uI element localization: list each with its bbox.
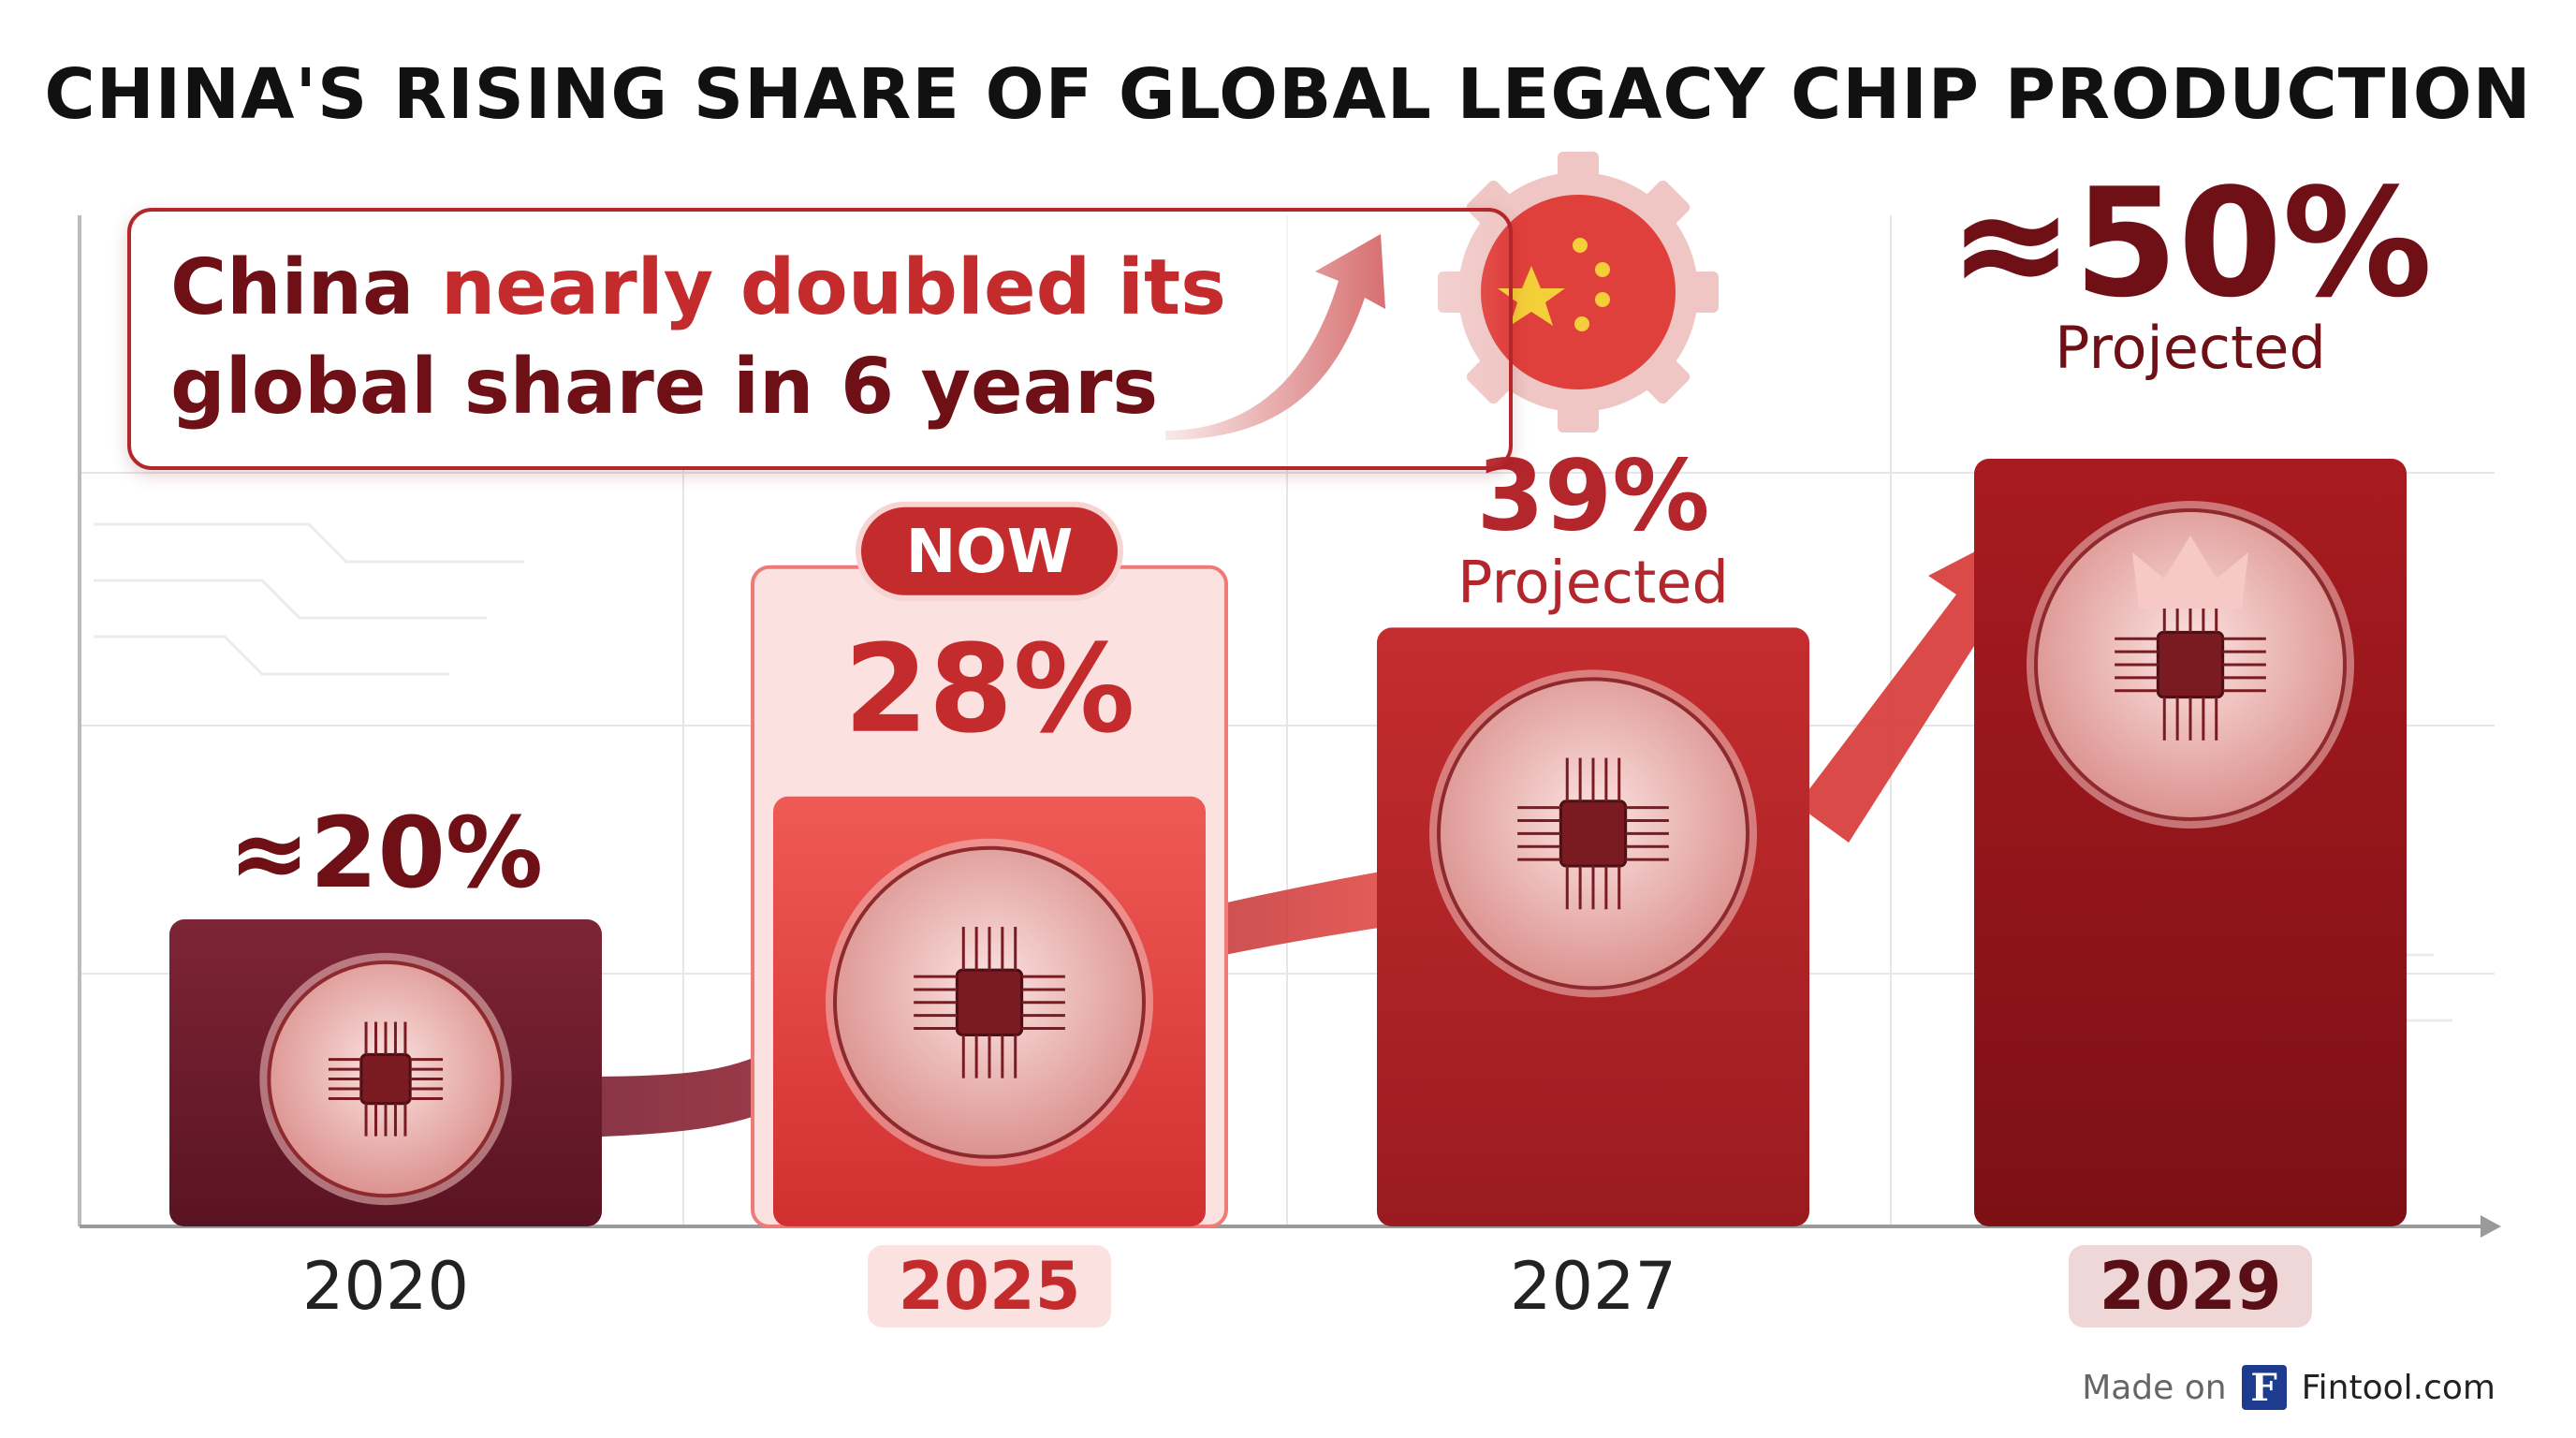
- callout-text: China nearly doubled its global share in…: [170, 239, 1294, 437]
- callout-line2: global share in 6 years: [170, 343, 1159, 432]
- tick-highlight-2029: [2069, 1245, 2312, 1328]
- chip-icon-2020: [259, 952, 512, 1206]
- x-tick-2029: 2029: [2100, 1248, 2282, 1325]
- value-label-2029: ≈50%: [1948, 155, 2432, 330]
- fintool-logo-icon: F: [2241, 1365, 2287, 1410]
- now-badge: NOW: [856, 501, 1123, 601]
- callout-box: [127, 208, 1513, 470]
- callout-line1-pre: China: [170, 243, 441, 332]
- x-tick-2020: 2020: [302, 1248, 469, 1325]
- tick-highlight-2025: [868, 1245, 1111, 1328]
- now-badge-label: NOW: [906, 518, 1074, 587]
- made-on-label: Made on: [2082, 1368, 2227, 1407]
- chip-icon-2027: [1429, 669, 1757, 998]
- chip-icon-2029: [2027, 501, 2354, 829]
- bar-2029: [1974, 459, 2407, 1226]
- chart-title: CHINA'S RISING SHARE OF GLOBAL LEGACY CH…: [44, 54, 2532, 135]
- callout-line1-highlight: nearly doubled its: [440, 243, 1226, 332]
- bar-2027: [1377, 627, 1809, 1226]
- bars: [169, 459, 2407, 1228]
- bar-2020: [169, 919, 602, 1226]
- brand-name: Fintool.com: [2301, 1368, 2496, 1407]
- x-tick-2027: 2027: [1510, 1248, 1676, 1325]
- bar-2025: [751, 565, 1228, 1228]
- value-labels: ≈20%202028%NOW202539%Projected2027≈50%Pr…: [228, 155, 2433, 1328]
- x-tick-2025: 2025: [899, 1248, 1081, 1325]
- crown-icon: [2132, 536, 2248, 609]
- sublabel-2027: Projected: [1457, 548, 1729, 616]
- footer: Made on F Fintool.com: [2082, 1365, 2496, 1410]
- sublabel-2029: Projected: [2055, 314, 2326, 382]
- value-label-2027: 39%: [1477, 438, 1710, 552]
- value-label-2020: ≈20%: [228, 796, 543, 910]
- chip-icon-2025: [826, 838, 1153, 1167]
- value-label-2025: 28%: [843, 618, 1134, 760]
